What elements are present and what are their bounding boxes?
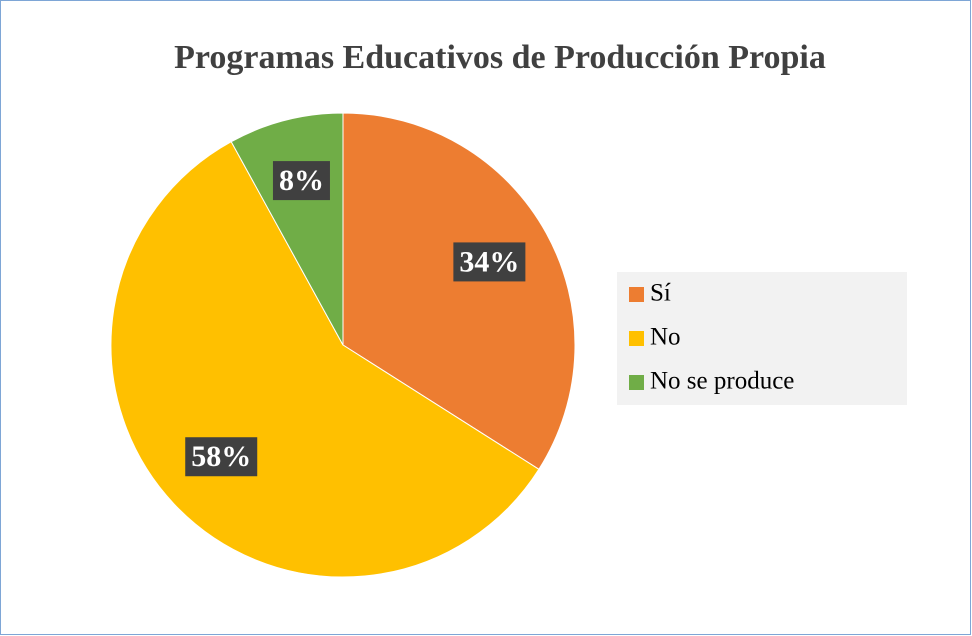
legend-swatch	[629, 331, 644, 346]
legend-label: No se produce	[650, 368, 794, 395]
data-label-box	[453, 242, 526, 282]
pie-slice	[342, 112, 576, 471]
legend-label: Sí	[650, 280, 671, 307]
data-label-box	[185, 437, 258, 477]
chart-title: Programas Educativos de Producción Propi…	[174, 39, 826, 76]
data-label: 34%	[453, 242, 526, 282]
legend-label: No	[650, 324, 681, 351]
data-label: 58%	[185, 437, 258, 477]
legend-swatch	[629, 375, 644, 390]
legend-box	[617, 272, 907, 405]
data-label-text: 58%	[191, 440, 251, 473]
data-label-text: 8%	[279, 164, 324, 197]
legend-swatch	[629, 287, 644, 302]
data-label-box	[272, 161, 330, 201]
data-label-text: 34%	[459, 245, 519, 278]
data-label: 8%	[272, 161, 330, 201]
